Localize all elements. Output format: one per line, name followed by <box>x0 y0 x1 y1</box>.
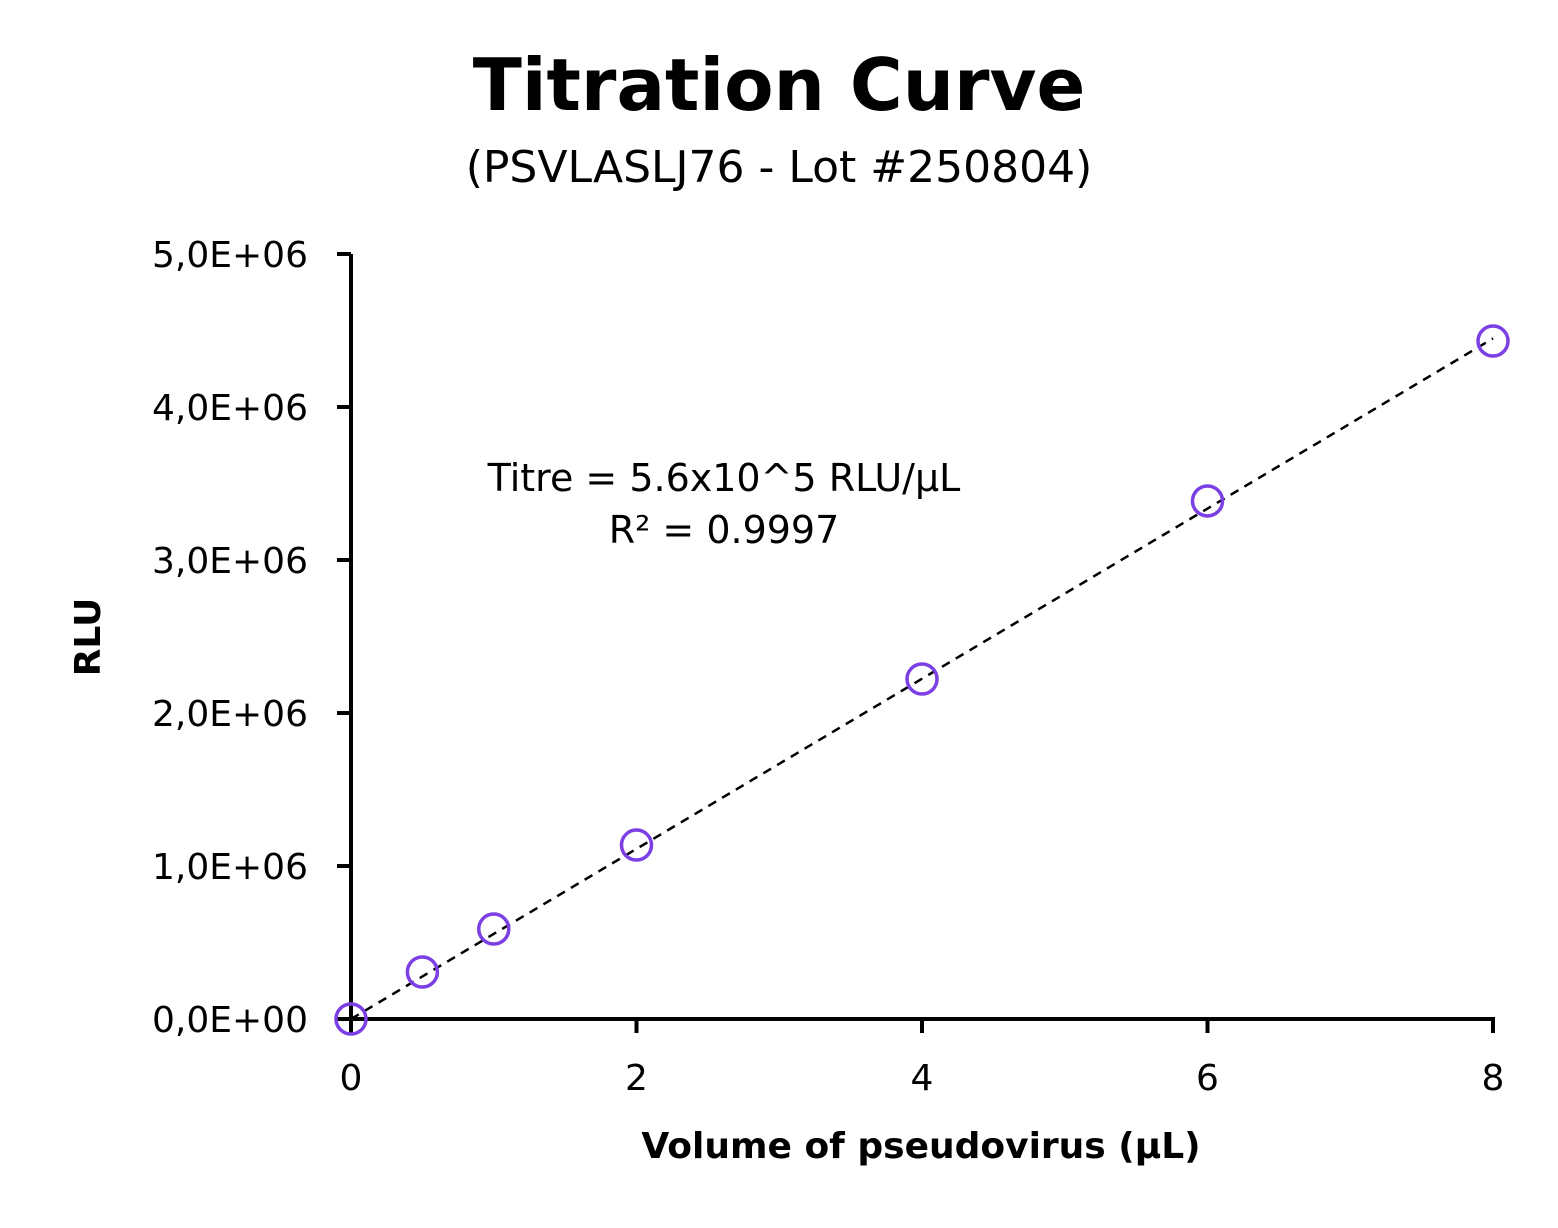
x-tick-label: 6 <box>1196 1058 1219 1099</box>
x-tick-label: 4 <box>911 1058 934 1099</box>
data-point <box>905 662 939 696</box>
axes-layer: 0,0E+00 1,0E+06 2,0E+06 3,0E+06 4,0E+06 5,0E+… <box>152 235 1504 1099</box>
y-tick-label: 1,0E+06 <box>152 847 308 888</box>
r-squared-annotation: R² = 0.9997 <box>609 508 840 552</box>
data-point <box>405 955 440 989</box>
plot-area: 0,0E+00 1,0E+06 2,0E+06 3,0E+06 4,0E+06 5,0E+… <box>152 235 1510 1099</box>
chart-title: Titration Curve <box>473 43 1086 127</box>
points-layer <box>334 324 1510 1036</box>
x-axis-title: Volume of pseudovirus (µL) <box>641 1126 1200 1167</box>
y-tick-label: 0,0E+00 <box>152 1000 308 1041</box>
data-point <box>334 1002 368 1036</box>
y-axis-title: RLU <box>68 598 109 677</box>
data-point <box>619 828 654 862</box>
trendline <box>350 337 1494 1021</box>
y-tick-label: 4,0E+06 <box>152 388 308 429</box>
trendline-layer <box>350 337 1494 1021</box>
data-point <box>1476 324 1510 358</box>
data-point <box>1190 484 1225 518</box>
y-tick-label: 5,0E+06 <box>152 235 308 276</box>
titre-annotation: Titre = 5.6x10^5 RLU/µL <box>487 456 961 500</box>
y-tick-label: 3,0E+06 <box>152 541 308 582</box>
x-tick-label: 0 <box>340 1058 363 1099</box>
x-tick-label: 2 <box>625 1058 648 1099</box>
chart-subtitle: (PSVLASLJ76 - Lot #250804) <box>466 142 1093 193</box>
y-tick-label: 2,0E+06 <box>152 694 308 735</box>
data-point <box>477 912 511 946</box>
x-tick-label: 8 <box>1482 1058 1505 1099</box>
